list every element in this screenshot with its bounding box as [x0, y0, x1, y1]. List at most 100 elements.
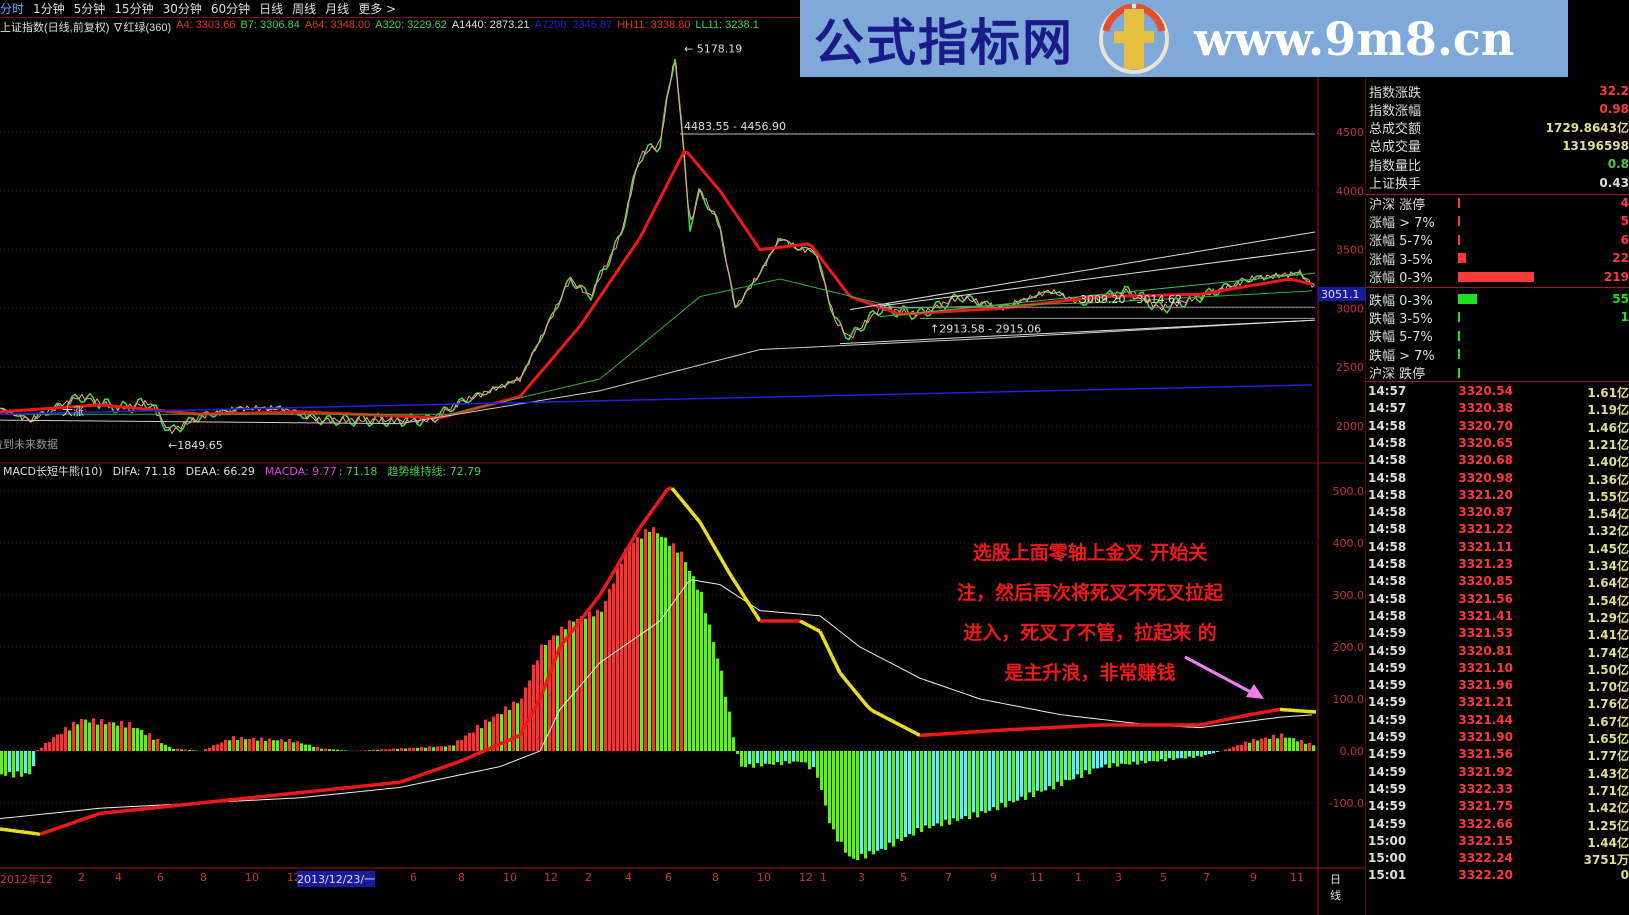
macd-histogram-bar	[1200, 751, 1204, 757]
macd-histogram-bar	[64, 727, 68, 751]
dif-line-segment	[546, 667, 554, 679]
macd-histogram-bar	[1192, 751, 1196, 758]
macd-histogram-bar	[1208, 751, 1212, 755]
dif-line-segment	[678, 496, 686, 504]
dif-line-segment	[1211, 719, 1217, 725]
period-label[interactable]: 日线	[1330, 873, 1341, 902]
dif-line-segment	[582, 609, 590, 617]
period-tab[interactable]: 30分钟	[162, 2, 202, 16]
dif-line-segment	[854, 691, 862, 699]
macd-histogram-bar	[92, 718, 96, 751]
kline-chart[interactable]: 4500 4000 3500 3000 2500 2000 ← 5178.19 4483.55…	[0, 36, 1366, 915]
macd-histogram-bar	[204, 749, 208, 751]
period-tab[interactable]: 1分钟	[33, 2, 65, 16]
trend-line[interactable]	[839, 319, 1316, 345]
macd-histogram-bar	[916, 751, 920, 829]
future-data-label[interactable]: 拉到未来数据	[0, 437, 58, 451]
macd-histogram-bar	[1164, 751, 1168, 762]
macd-histogram-bar	[1012, 751, 1016, 803]
macd-histogram-bar	[268, 738, 272, 751]
dif-line-segment	[698, 521, 706, 531]
dif-line-segment	[503, 738, 509, 744]
stats-label: 上证换手	[1369, 177, 1422, 192]
macd-histogram-bar	[240, 737, 244, 751]
trend-line[interactable]	[879, 249, 1316, 307]
stats-row: 总成交额 1729.8643亿	[1369, 119, 1629, 137]
macd-tick: -100.0	[1329, 797, 1364, 810]
tick-price: 3320.70	[1458, 418, 1513, 433]
macd-histogram-bar	[880, 751, 884, 849]
macd-histogram-bar	[548, 639, 552, 751]
box-label: ↑2913.58 - 2915.06	[930, 322, 1041, 335]
macd-histogram-bar	[412, 747, 416, 751]
macd-histogram-bar	[792, 751, 796, 762]
macd-histogram-bar	[1068, 751, 1072, 781]
period-tab[interactable]: 5分钟	[73, 2, 106, 16]
dif-line-segment	[415, 773, 421, 779]
macd-histogram-bar	[892, 751, 896, 847]
period-tab[interactable]: 60分钟	[210, 2, 251, 16]
macd-histogram-bar	[912, 751, 916, 836]
dif-line-segment	[487, 745, 493, 751]
date-tick: 1	[820, 871, 827, 884]
indicator-value: A1440: 2873.21	[451, 19, 530, 31]
macd-histogram-bar	[124, 727, 128, 751]
macd-histogram-bar	[236, 740, 240, 751]
stats-value: 0.98	[1599, 102, 1629, 117]
trend-line[interactable]	[879, 272, 1316, 318]
dif-line-segment	[71, 820, 77, 825]
macd-histogram-bar	[592, 616, 596, 751]
dif-line-segment	[714, 549, 722, 558]
macd-tick: 100.0	[1333, 693, 1365, 706]
tick-price: 3321.96	[1458, 678, 1513, 693]
current-price-value: 3051.1	[1321, 288, 1360, 301]
dif-line-segment	[1255, 711, 1261, 716]
dif-line-segment	[51, 826, 57, 832]
dif-line-segment	[834, 663, 842, 674]
dif-line-segment	[1251, 711, 1257, 716]
tick-time: 14:57	[1368, 401, 1407, 416]
macd-histogram-bar	[1296, 741, 1300, 751]
period-tab[interactable]: 月线	[325, 2, 350, 16]
macd-histogram-bar	[904, 751, 908, 838]
strategy-note: 选股上面零轴上金叉 开始关 注，然后再次将死叉不死叉拉起 进入，死叉了不管，拉起…	[920, 533, 1260, 693]
macd-histogram-bar	[1052, 751, 1056, 790]
period-tab[interactable]: 15分钟	[114, 2, 154, 16]
tick-row: 15:01 3322.20 0	[1368, 868, 1629, 885]
dif-line-segment	[15, 829, 21, 834]
macd-histogram-bar	[1152, 751, 1156, 762]
macd-histogram-bar	[1128, 751, 1132, 765]
macd-histogram-bar	[928, 751, 932, 829]
macd-histogram-bar	[964, 751, 968, 817]
tick-volume: 1.77亿	[1587, 749, 1629, 764]
dif-line-segment	[694, 516, 702, 524]
macd-histogram-bar	[780, 751, 784, 765]
period-tab[interactable]: 周线	[292, 2, 317, 16]
dif-line-segment	[574, 619, 582, 628]
breadth-value: 1	[1620, 310, 1629, 325]
date-tick: 5	[900, 871, 907, 884]
macd-histogram-bar	[1000, 751, 1004, 803]
tick-volume: 1.74亿	[1587, 645, 1629, 660]
trend-line[interactable]	[849, 231, 1316, 311]
tick-price: 3320.87	[1458, 505, 1513, 520]
macd-histogram-bar	[500, 714, 504, 751]
period-tab[interactable]: 分时	[0, 2, 25, 16]
macd-histogram-bar	[736, 751, 740, 754]
dif-line-segment	[1219, 718, 1225, 723]
tick-row: 14:59 3320.81 1.74亿	[1368, 644, 1629, 661]
macd-histogram-bar	[1072, 751, 1076, 780]
macd-histogram-bar	[716, 658, 720, 751]
period-tab[interactable]: 更多 >	[358, 2, 397, 16]
period-toolbar: 分时 1分钟 5分钟 15分钟 30分钟 60分钟 日线 周线 月线 更多 >	[0, 0, 396, 18]
macd-histogram-bar	[1252, 738, 1256, 751]
date-tick: 5	[1160, 871, 1167, 884]
dif-line-segment	[799, 619, 805, 625]
macd-histogram-bar	[1132, 751, 1136, 762]
macd-histogram-bar	[796, 751, 800, 762]
dif-line-segment	[650, 504, 658, 512]
breadth-bar	[1458, 216, 1460, 227]
macd-histogram-bar	[764, 751, 768, 764]
dif-line-segment	[1227, 716, 1233, 721]
period-tab[interactable]: 日线	[259, 2, 284, 16]
